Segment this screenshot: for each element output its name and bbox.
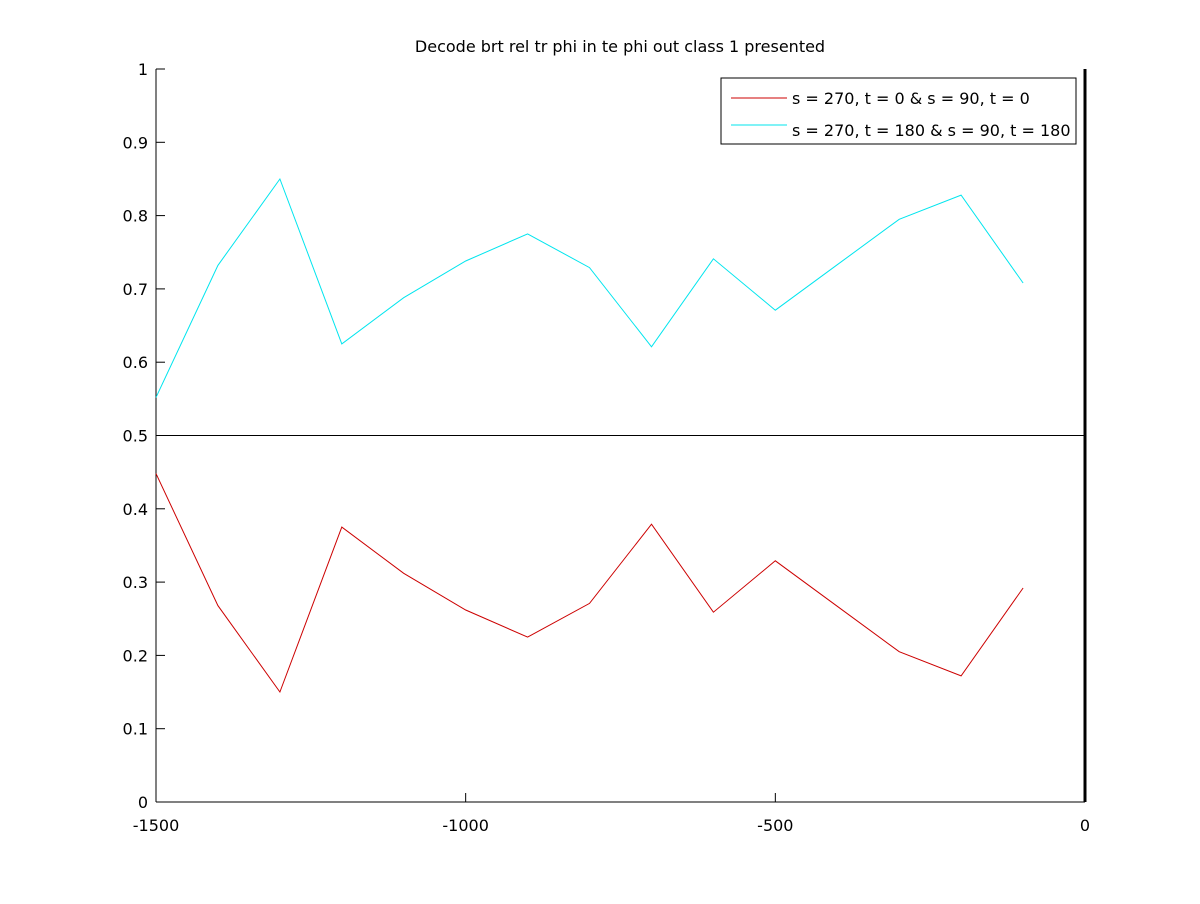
x-tick-label: -500 — [757, 816, 793, 835]
x-tick-label: -1000 — [442, 816, 489, 835]
chart-title: Decode brt rel tr phi in te phi out clas… — [415, 37, 825, 56]
y-tick-label: 0.9 — [123, 133, 148, 152]
legend-box — [720, 77, 1077, 145]
x-tick-label: 0 — [1080, 816, 1090, 835]
y-tick-label: 0.1 — [123, 720, 148, 739]
series-line-1 — [155, 473, 1024, 694]
legend-label-series-1: s = 270, t = 0 & s = 90, t = 0 — [792, 89, 1030, 108]
y-tick-label: 0.6 — [123, 353, 148, 372]
y-tick-label: 1 — [138, 60, 148, 79]
series-line-2 — [155, 177, 1024, 398]
y-tick-label: 0.3 — [123, 573, 148, 592]
y-tick-label: 0.2 — [123, 646, 148, 665]
x-tick-label: -1500 — [133, 816, 180, 835]
y-tick-label: 0.5 — [123, 427, 148, 446]
reference-lines — [156, 69, 1087, 802]
legend: s = 270, t = 0 & s = 90, t = 0 s = 270, … — [720, 77, 1077, 145]
y-tick-label: 0.4 — [123, 500, 148, 519]
y-tick-label: 0.8 — [123, 207, 148, 226]
series-lines — [155, 177, 1024, 694]
legend-label-series-2: s = 270, t = 180 & s = 90, t = 180 — [792, 121, 1071, 140]
y-tick-label: 0 — [138, 793, 148, 812]
y-tick-label: 0.7 — [123, 280, 148, 299]
